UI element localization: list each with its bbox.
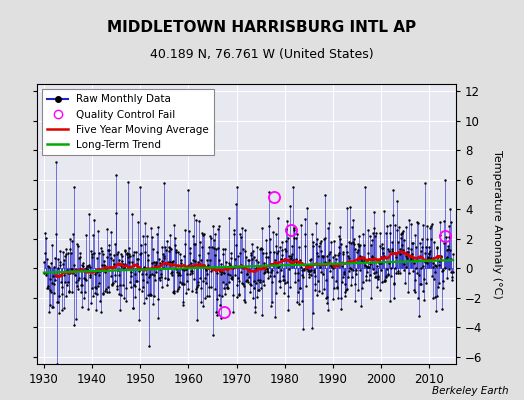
Text: MIDDLETOWN HARRISBURG INTL AP: MIDDLETOWN HARRISBURG INTL AP [107,20,417,35]
Text: 40.189 N, 76.761 W (United States): 40.189 N, 76.761 W (United States) [150,48,374,61]
Legend: Raw Monthly Data, Quality Control Fail, Five Year Moving Average, Long-Term Tren: Raw Monthly Data, Quality Control Fail, … [42,89,214,155]
Text: Berkeley Earth: Berkeley Earth [432,386,508,396]
Y-axis label: Temperature Anomaly (°C): Temperature Anomaly (°C) [492,150,501,298]
